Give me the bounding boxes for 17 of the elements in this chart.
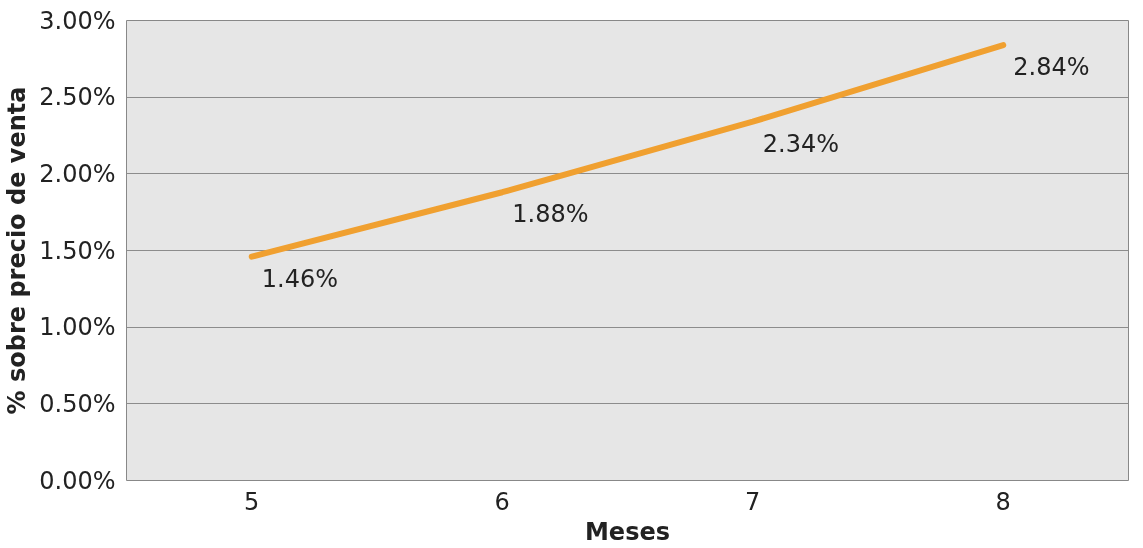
y-tick-label: 3.00%	[39, 6, 116, 35]
x-tick-label: 8	[995, 487, 1011, 516]
x-tick-label: 7	[745, 487, 761, 516]
data-label: 2.34%	[762, 129, 839, 158]
y-tick-label: 1.50%	[39, 236, 116, 265]
data-label: 2.84%	[1013, 53, 1090, 82]
data-label: 1.88%	[512, 200, 589, 229]
y-tick-label: 0.00%	[39, 466, 116, 495]
y-tick-label: 1.00%	[39, 313, 116, 342]
y-tick-label: 2.50%	[39, 83, 116, 112]
x-axis-title: Meses	[585, 517, 671, 546]
data-label: 1.46%	[261, 264, 338, 293]
y-tick-label: 0.50%	[39, 389, 116, 418]
y-axis-title: % sobre precio de venta	[3, 86, 32, 415]
x-tick-label: 5	[244, 487, 260, 516]
y-tick-label: 2.00%	[39, 159, 116, 188]
x-tick-label: 6	[494, 487, 510, 516]
